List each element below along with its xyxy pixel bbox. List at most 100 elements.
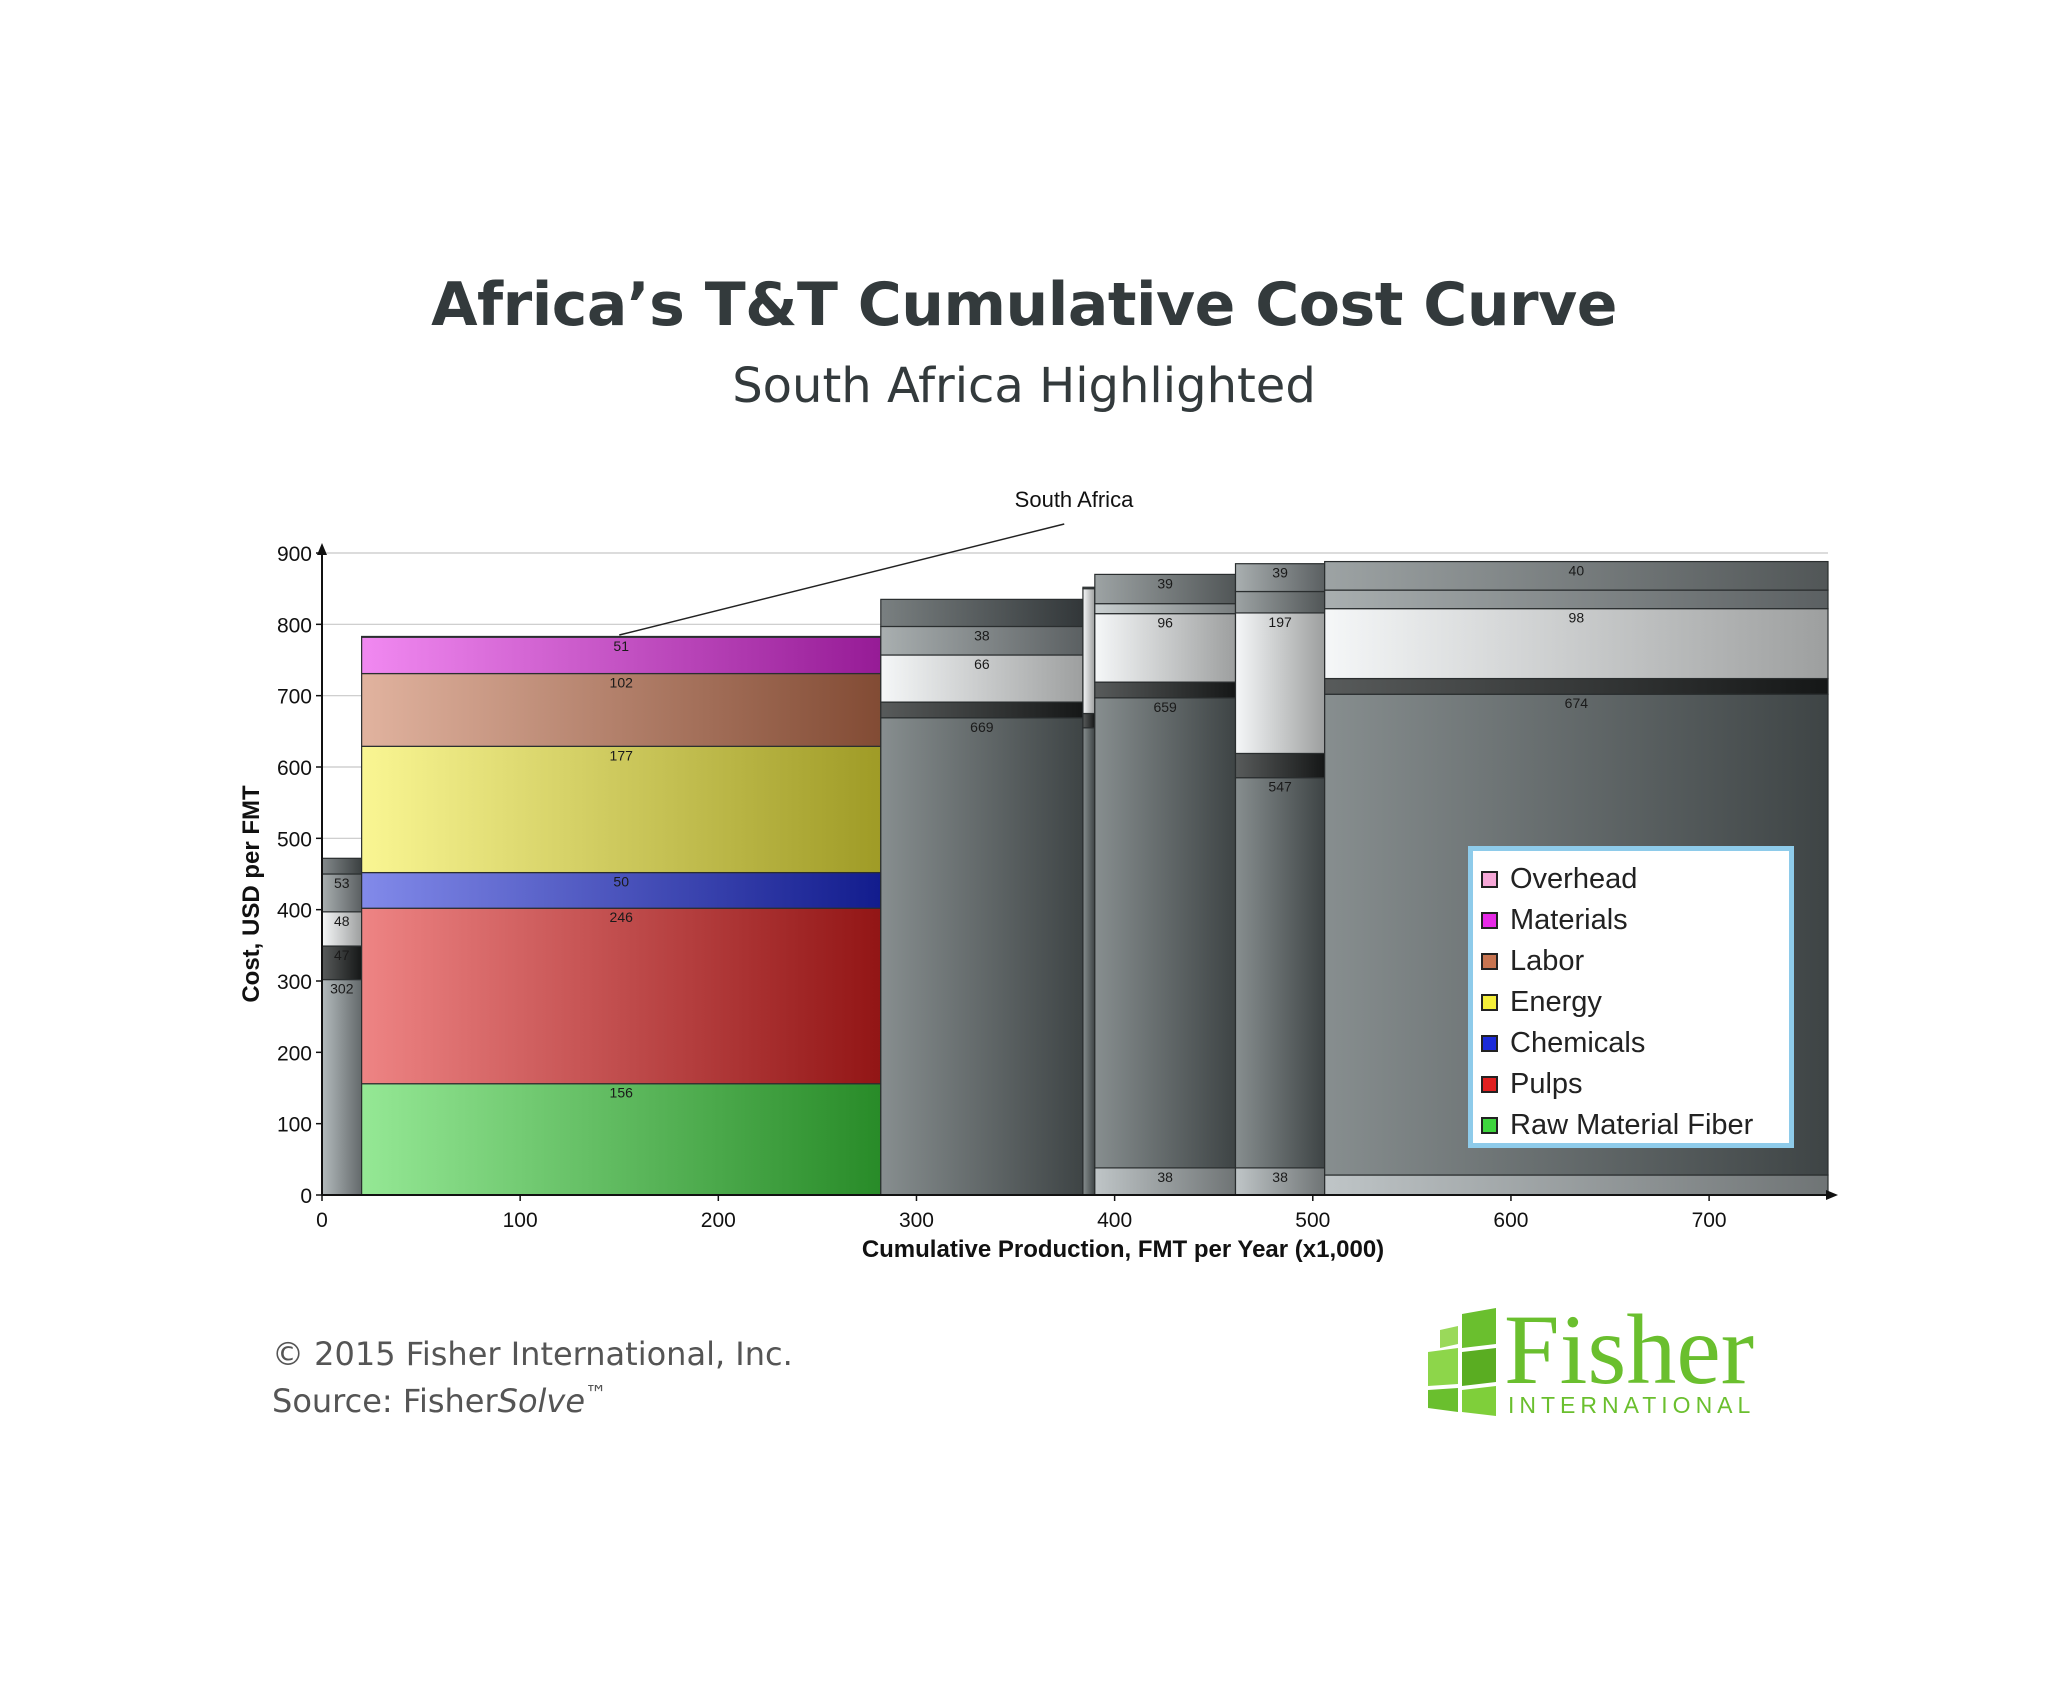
legend-label: Chemicals [1510, 1027, 1646, 1059]
legend-label: Overhead [1510, 863, 1638, 895]
fisher-logo-mark [1428, 1308, 1496, 1416]
segment-value-label: 50 [613, 874, 629, 890]
segment-value-label: 53 [334, 875, 350, 891]
bar-segment [1082, 712, 1096, 729]
legend-swatch [1481, 1035, 1498, 1052]
axes: 0 100 200 300 400 500 600 700 800 900 0 100 200 300 40… [238, 543, 1838, 1263]
x-tick-label: 300 [899, 1209, 934, 1232]
bar-segment [1234, 752, 1326, 779]
copyright-text: © 2015 Fisher International, Inc. [272, 1335, 793, 1373]
chart-subtitle: South Africa Highlighted [732, 358, 1316, 414]
x-tick-label: 700 [1692, 1209, 1727, 1232]
segment-value-label: 669 [970, 719, 994, 735]
logo-subtitle: INTERNATIONAL [1508, 1392, 1756, 1418]
annotation-leader-line [619, 523, 1065, 636]
bar-segment [361, 636, 882, 675]
legend-label: Raw Material Fiber [1510, 1109, 1754, 1141]
y-tick-label: 0 [300, 1185, 312, 1208]
bar-segment [1094, 697, 1237, 1169]
bar-segment [1094, 681, 1237, 699]
x-tick-label: 500 [1295, 1209, 1330, 1232]
legend-label: Labor [1510, 945, 1585, 977]
bar-segment [1324, 1174, 1829, 1196]
legend-item: Overhead [1481, 859, 1789, 900]
legend-item: Chemicals [1481, 1023, 1789, 1064]
x-tick-label: 400 [1097, 1209, 1132, 1232]
bar-segment [1324, 589, 1829, 610]
y-tick-label: 400 [277, 900, 312, 923]
annotation: South Africa [619, 487, 1134, 636]
segment-value-label: 38 [1157, 1169, 1173, 1185]
segment-value-label: 102 [610, 675, 634, 691]
segment-value-label: 66 [974, 656, 990, 672]
y-tick-label: 900 [277, 543, 312, 566]
legend-item: Materials [1481, 900, 1789, 941]
segment-value-label: 659 [1153, 699, 1177, 715]
segment-value-label: 197 [1268, 614, 1292, 630]
source-text: Source: FisherSolve™ [272, 1382, 607, 1420]
segment-labels: 302 47 48 53 156 246 50 177 102 51 669 66 38 38 659 96 3… [330, 563, 1588, 1185]
source-tm: ™ [585, 1382, 608, 1407]
y-tick-label: 500 [277, 828, 312, 851]
chart-title: Africa’s T&T Cumulative Cost Curve [431, 270, 1617, 340]
bar-segment [1234, 612, 1326, 755]
y-tick-label: 600 [277, 757, 312, 780]
segment-value-label: 177 [610, 747, 634, 763]
legend-swatch [1481, 1117, 1498, 1134]
segment-value-label: 39 [1157, 575, 1173, 591]
bar-segment [321, 911, 363, 947]
bar-segment [1324, 608, 1829, 680]
legend-label: Pulps [1510, 1068, 1583, 1100]
bar-segment [1234, 590, 1326, 614]
legend-item: Labor [1481, 941, 1789, 982]
segment-value-label: 39 [1272, 565, 1288, 581]
x-axis-arrow [1826, 1190, 1838, 1200]
legend-swatch [1481, 1076, 1498, 1093]
legend-item: Pulps [1481, 1064, 1789, 1105]
segment-value-label: 47 [334, 947, 350, 963]
bar-segment [1094, 603, 1237, 615]
segment-value-label: 40 [1569, 563, 1585, 579]
y-tick-label: 800 [277, 614, 312, 637]
y-tick-label: 700 [277, 686, 312, 709]
bar-segment [1234, 1167, 1326, 1196]
bar-segment [1082, 727, 1096, 1196]
y-tick-label: 200 [277, 1042, 312, 1065]
legend-label: Materials [1510, 904, 1628, 936]
segment-value-label: 48 [334, 913, 350, 929]
y-tick-label: 300 [277, 971, 312, 994]
legend-swatch [1481, 912, 1498, 929]
bar-segment [880, 701, 1084, 719]
legend-swatch [1481, 871, 1498, 888]
x-tick-label: 100 [503, 1209, 538, 1232]
segment-value-label: 302 [330, 981, 354, 997]
bar-segment [361, 745, 882, 874]
x-tick-label: 0 [316, 1209, 328, 1232]
bar-segment [1234, 563, 1326, 593]
annotation-label: South Africa [1015, 487, 1134, 512]
bar-segment [880, 625, 1084, 656]
legend-swatch [1481, 953, 1498, 970]
bar-segment [880, 717, 1084, 1196]
logo-wordmark: Fisher [1504, 1294, 1754, 1405]
segment-value-label: 156 [610, 1085, 634, 1101]
segment-value-label: 38 [1272, 1169, 1288, 1185]
bar-segment [1324, 677, 1829, 695]
bar-segment [1082, 586, 1096, 590]
bar-segment [880, 654, 1084, 703]
bar-segment [1094, 613, 1237, 683]
chart-legend: Overhead Materials Labor Energy Chemicals Pul… [1468, 846, 1794, 1148]
bar-segment [1324, 560, 1829, 591]
bar-segment [1082, 588, 1096, 715]
x-axis-title: Cumulative Production, FMT per Year (x1,… [862, 1236, 1384, 1263]
x-tick-label: 600 [1493, 1209, 1528, 1232]
segment-value-label: 98 [1569, 610, 1585, 626]
source-prefix: Source: Fisher [272, 1382, 498, 1420]
bar-segment [321, 873, 363, 913]
y-tick-label: 100 [277, 1114, 312, 1137]
bar-segment [880, 598, 1084, 628]
y-axis-title: Cost, USD per FMT [238, 785, 265, 1003]
y-axis-arrow [317, 543, 327, 555]
segment-value-label: 51 [613, 638, 629, 654]
segment-value-label: 547 [1268, 779, 1292, 795]
